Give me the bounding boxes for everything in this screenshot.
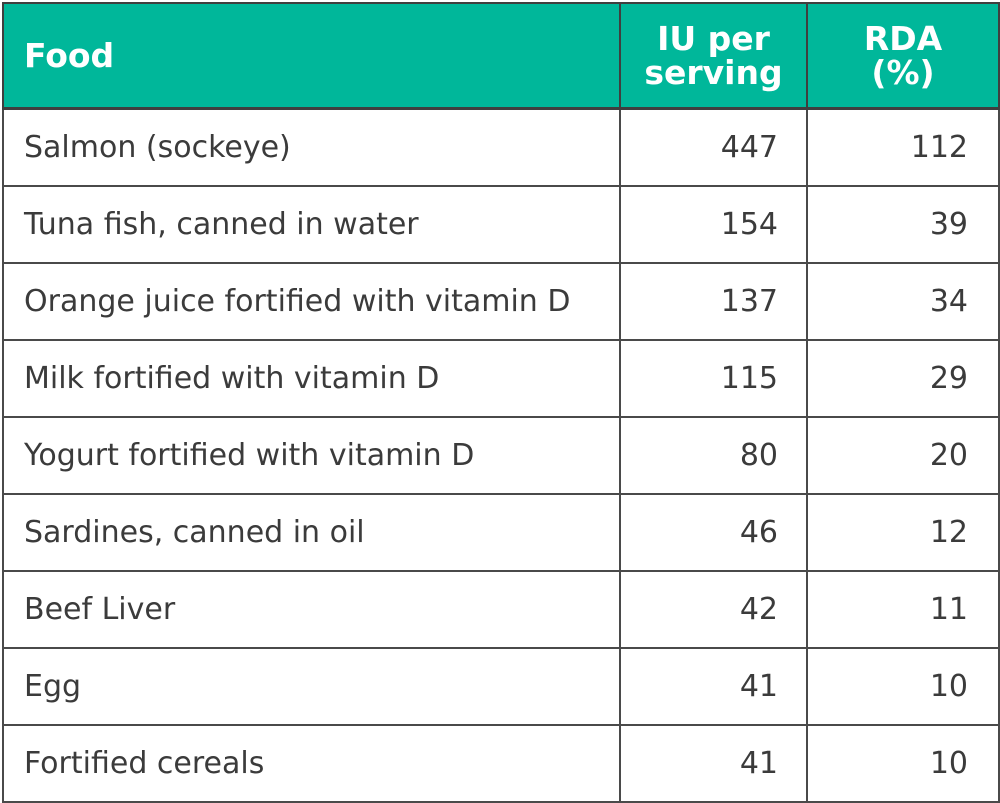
table-row: Sardines, canned in oil 46 12 [2, 493, 1000, 572]
cell-iu: 137 [619, 262, 808, 341]
cell-rda: 11 [806, 570, 1000, 649]
table-row: Orange juice fortified with vitamin D 13… [2, 262, 1000, 341]
cell-food: Fortified cereals [2, 724, 621, 803]
cell-rda: 20 [806, 416, 1000, 495]
table-header: Food IU per serving RDA (%) [2, 2, 1000, 110]
cell-rda: 12 [806, 493, 1000, 572]
table-row: Salmon (sockeye) 447 112 [2, 107, 1000, 187]
cell-food: Egg [2, 647, 621, 726]
cell-rda: 34 [806, 262, 1000, 341]
column-header-iu-per-serving: IU per serving [619, 2, 808, 110]
cell-iu: 447 [619, 107, 808, 187]
cell-rda: 10 [806, 724, 1000, 803]
cell-food: Orange juice fortified with vitamin D [2, 262, 621, 341]
table-row: Tuna fish, canned in water 154 39 [2, 185, 1000, 264]
cell-rda: 39 [806, 185, 1000, 264]
table-row: Milk fortified with vitamin D 115 29 [2, 339, 1000, 418]
table-row: Fortified cereals 41 10 [2, 724, 1000, 803]
cell-food: Yogurt fortified with vitamin D [2, 416, 621, 495]
cell-food: Sardines, canned in oil [2, 493, 621, 572]
cell-iu: 41 [619, 647, 808, 726]
cell-rda: 29 [806, 339, 1000, 418]
table-row: Yogurt fortified with vitamin D 80 20 [2, 416, 1000, 495]
table-row: Egg 41 10 [2, 647, 1000, 726]
column-header-rda: RDA (%) [806, 2, 1000, 110]
cell-iu: 42 [619, 570, 808, 649]
cell-food: Tuna fish, canned in water [2, 185, 621, 264]
cell-iu: 41 [619, 724, 808, 803]
cell-iu: 80 [619, 416, 808, 495]
column-header-food: Food [2, 2, 621, 110]
header-row: Food IU per serving RDA (%) [2, 2, 1000, 110]
cell-iu: 115 [619, 339, 808, 418]
table-body: Salmon (sockeye) 447 112 Tuna fish, cann… [2, 107, 1000, 803]
table-row: Beef Liver 42 11 [2, 570, 1000, 649]
cell-food: Beef Liver [2, 570, 621, 649]
cell-rda: 10 [806, 647, 1000, 726]
cell-food: Salmon (sockeye) [2, 107, 621, 187]
cell-food: Milk fortified with vitamin D [2, 339, 621, 418]
cell-iu: 46 [619, 493, 808, 572]
cell-iu: 154 [619, 185, 808, 264]
cell-rda: 112 [806, 107, 1000, 187]
